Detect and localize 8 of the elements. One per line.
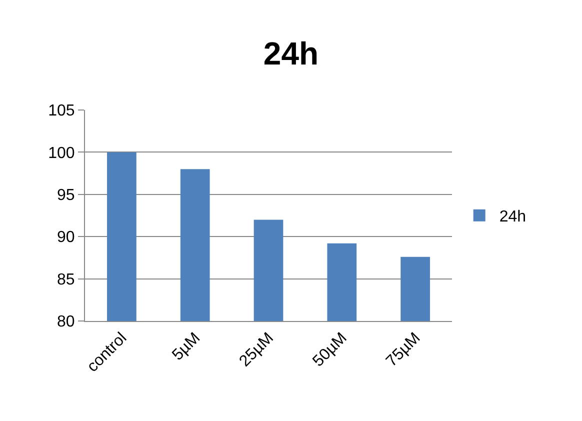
y-tick-label: 95 (57, 187, 75, 204)
chart-title: 24h (263, 36, 319, 72)
y-tick-label: 90 (57, 229, 75, 246)
y-tick-label: 105 (48, 102, 75, 120)
y-tick-label: 85 (57, 271, 75, 288)
legend-label: 24h (499, 208, 526, 226)
y-tick-label: 80 (57, 314, 75, 331)
y-tick-label: 100 (48, 144, 75, 162)
